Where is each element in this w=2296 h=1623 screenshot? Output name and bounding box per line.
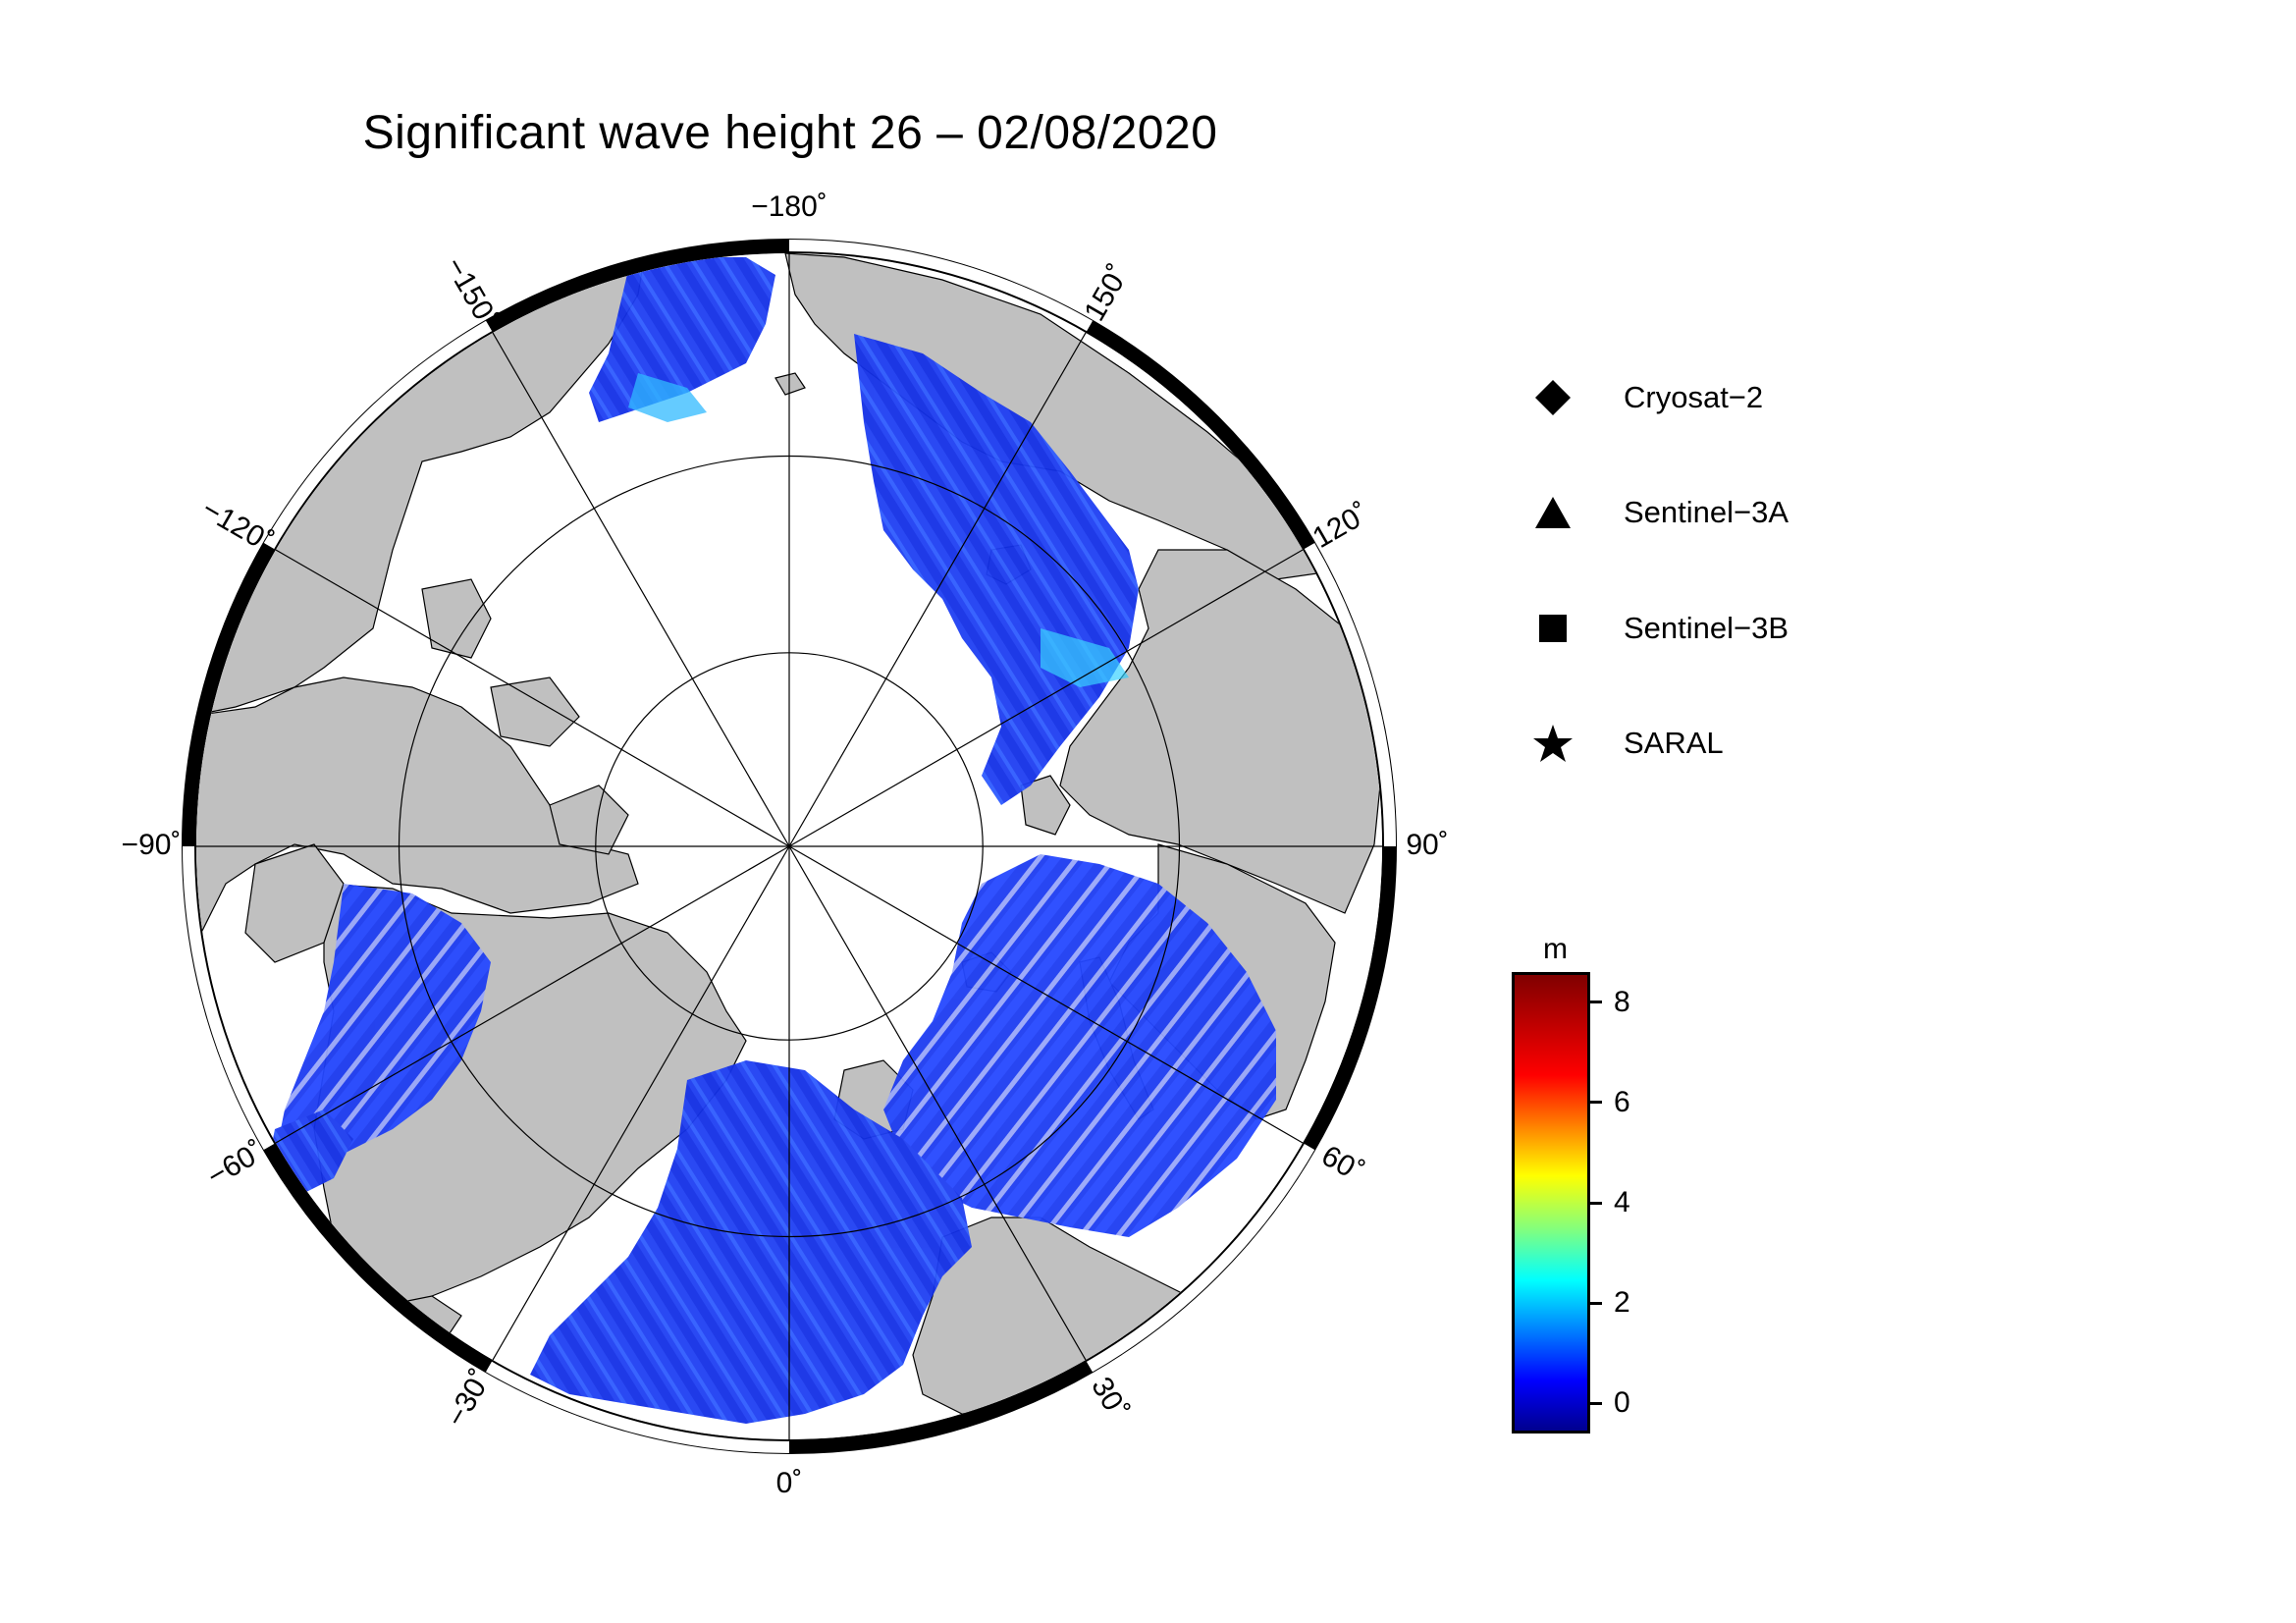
land-banks-island (421, 578, 492, 659)
meridian-line (788, 332, 1087, 847)
swath-highlight-beaufort (628, 373, 707, 422)
legend-label: Sentinel−3B (1624, 611, 1789, 645)
frame-segment (486, 1360, 790, 1453)
frame-segment (1086, 1143, 1315, 1373)
legend-label: Cryosat−2 (1624, 380, 1764, 414)
meridian-line (788, 845, 1087, 1361)
longitude-label: −120˚ (196, 493, 279, 559)
swath-beaufort (589, 257, 775, 422)
frame-segment (486, 240, 790, 333)
land-wrangel (774, 372, 806, 396)
land-baffin-island (244, 843, 345, 963)
colorbar-tick-label: 4 (1614, 1186, 1630, 1218)
frame-segment (1303, 543, 1396, 847)
frame-segment (788, 240, 1093, 333)
land-severnaya-zemlya (1020, 775, 1071, 836)
frame-segment (183, 543, 276, 847)
star-marker-icon (1533, 725, 1573, 762)
longitude-label: −180˚ (751, 190, 828, 223)
colorbar-tick (1590, 1101, 1602, 1105)
graticule (196, 253, 1382, 1439)
square-marker-icon (1539, 615, 1567, 642)
land-canada (196, 676, 639, 946)
legend-item-sentinel-3b: Sentinel−3B (1531, 604, 1789, 653)
meridian-line (492, 845, 790, 1361)
land-victoria-island (490, 676, 580, 747)
longitude-label: 30˚ (1085, 1372, 1134, 1425)
longitude-label: 0˚ (776, 1467, 803, 1499)
colorbar-tick-label: 0 (1614, 1386, 1630, 1420)
swath-laptev (854, 334, 1139, 805)
frame-segment (263, 1143, 493, 1373)
legend-item-cryosat-2: Cryosat−2 (1531, 373, 1763, 422)
map-title: Significant wave height 26 – 02/08/2020 (362, 107, 1218, 159)
frame-segment (183, 845, 276, 1150)
colorbar-unit: m (1543, 933, 1568, 965)
legend-label: Sentinel−3A (1624, 495, 1789, 529)
frame-segment (1086, 320, 1315, 550)
meridian-line (788, 549, 1304, 847)
triangle-marker-icon (1535, 497, 1571, 528)
colorbar-gradient (1512, 972, 1590, 1434)
legend-item-sentinel-3a: Sentinel−3A (1531, 488, 1789, 537)
colorbar-tick-label: 8 (1614, 985, 1630, 1018)
swath-norwegian-sea (530, 1060, 972, 1424)
legend-label: SARAL (1624, 726, 1724, 760)
frame-graticule-ring (183, 240, 1396, 1453)
longitude-label: 60˚ (1316, 1140, 1369, 1189)
swath-kara-barents (883, 854, 1276, 1237)
frame-segment (263, 320, 493, 550)
longitude-label: 90˚ (1406, 829, 1448, 861)
meridian-line (275, 549, 790, 847)
colorbar-tick (1590, 1201, 1602, 1205)
longitude-label: 150˚ (1078, 259, 1136, 327)
colorbar-tick (1590, 1401, 1602, 1405)
colorbar-tick-label: 2 (1614, 1286, 1630, 1320)
longitude-label: −150˚ (439, 251, 505, 334)
colorbar-tick-label: 6 (1614, 1085, 1630, 1118)
diamond-marker-icon (1535, 380, 1571, 415)
swath-highlight-laptev (1041, 628, 1129, 687)
meridian-line (492, 332, 790, 847)
meridian-line (275, 845, 790, 1144)
land-masses (196, 253, 1382, 1415)
colorbar-tick (1590, 1301, 1602, 1305)
colorbar: m 8 6 4 2 0 (1512, 933, 1728, 1463)
longitude-label: −90˚ (122, 829, 182, 861)
land-ellesmere (549, 784, 629, 855)
frame-segment (788, 1360, 1093, 1453)
colorbar-tick (1590, 1001, 1602, 1004)
frame-segment (1303, 845, 1396, 1150)
legend-item-saral: SARAL (1531, 719, 1724, 768)
meridian-line (788, 845, 1304, 1144)
